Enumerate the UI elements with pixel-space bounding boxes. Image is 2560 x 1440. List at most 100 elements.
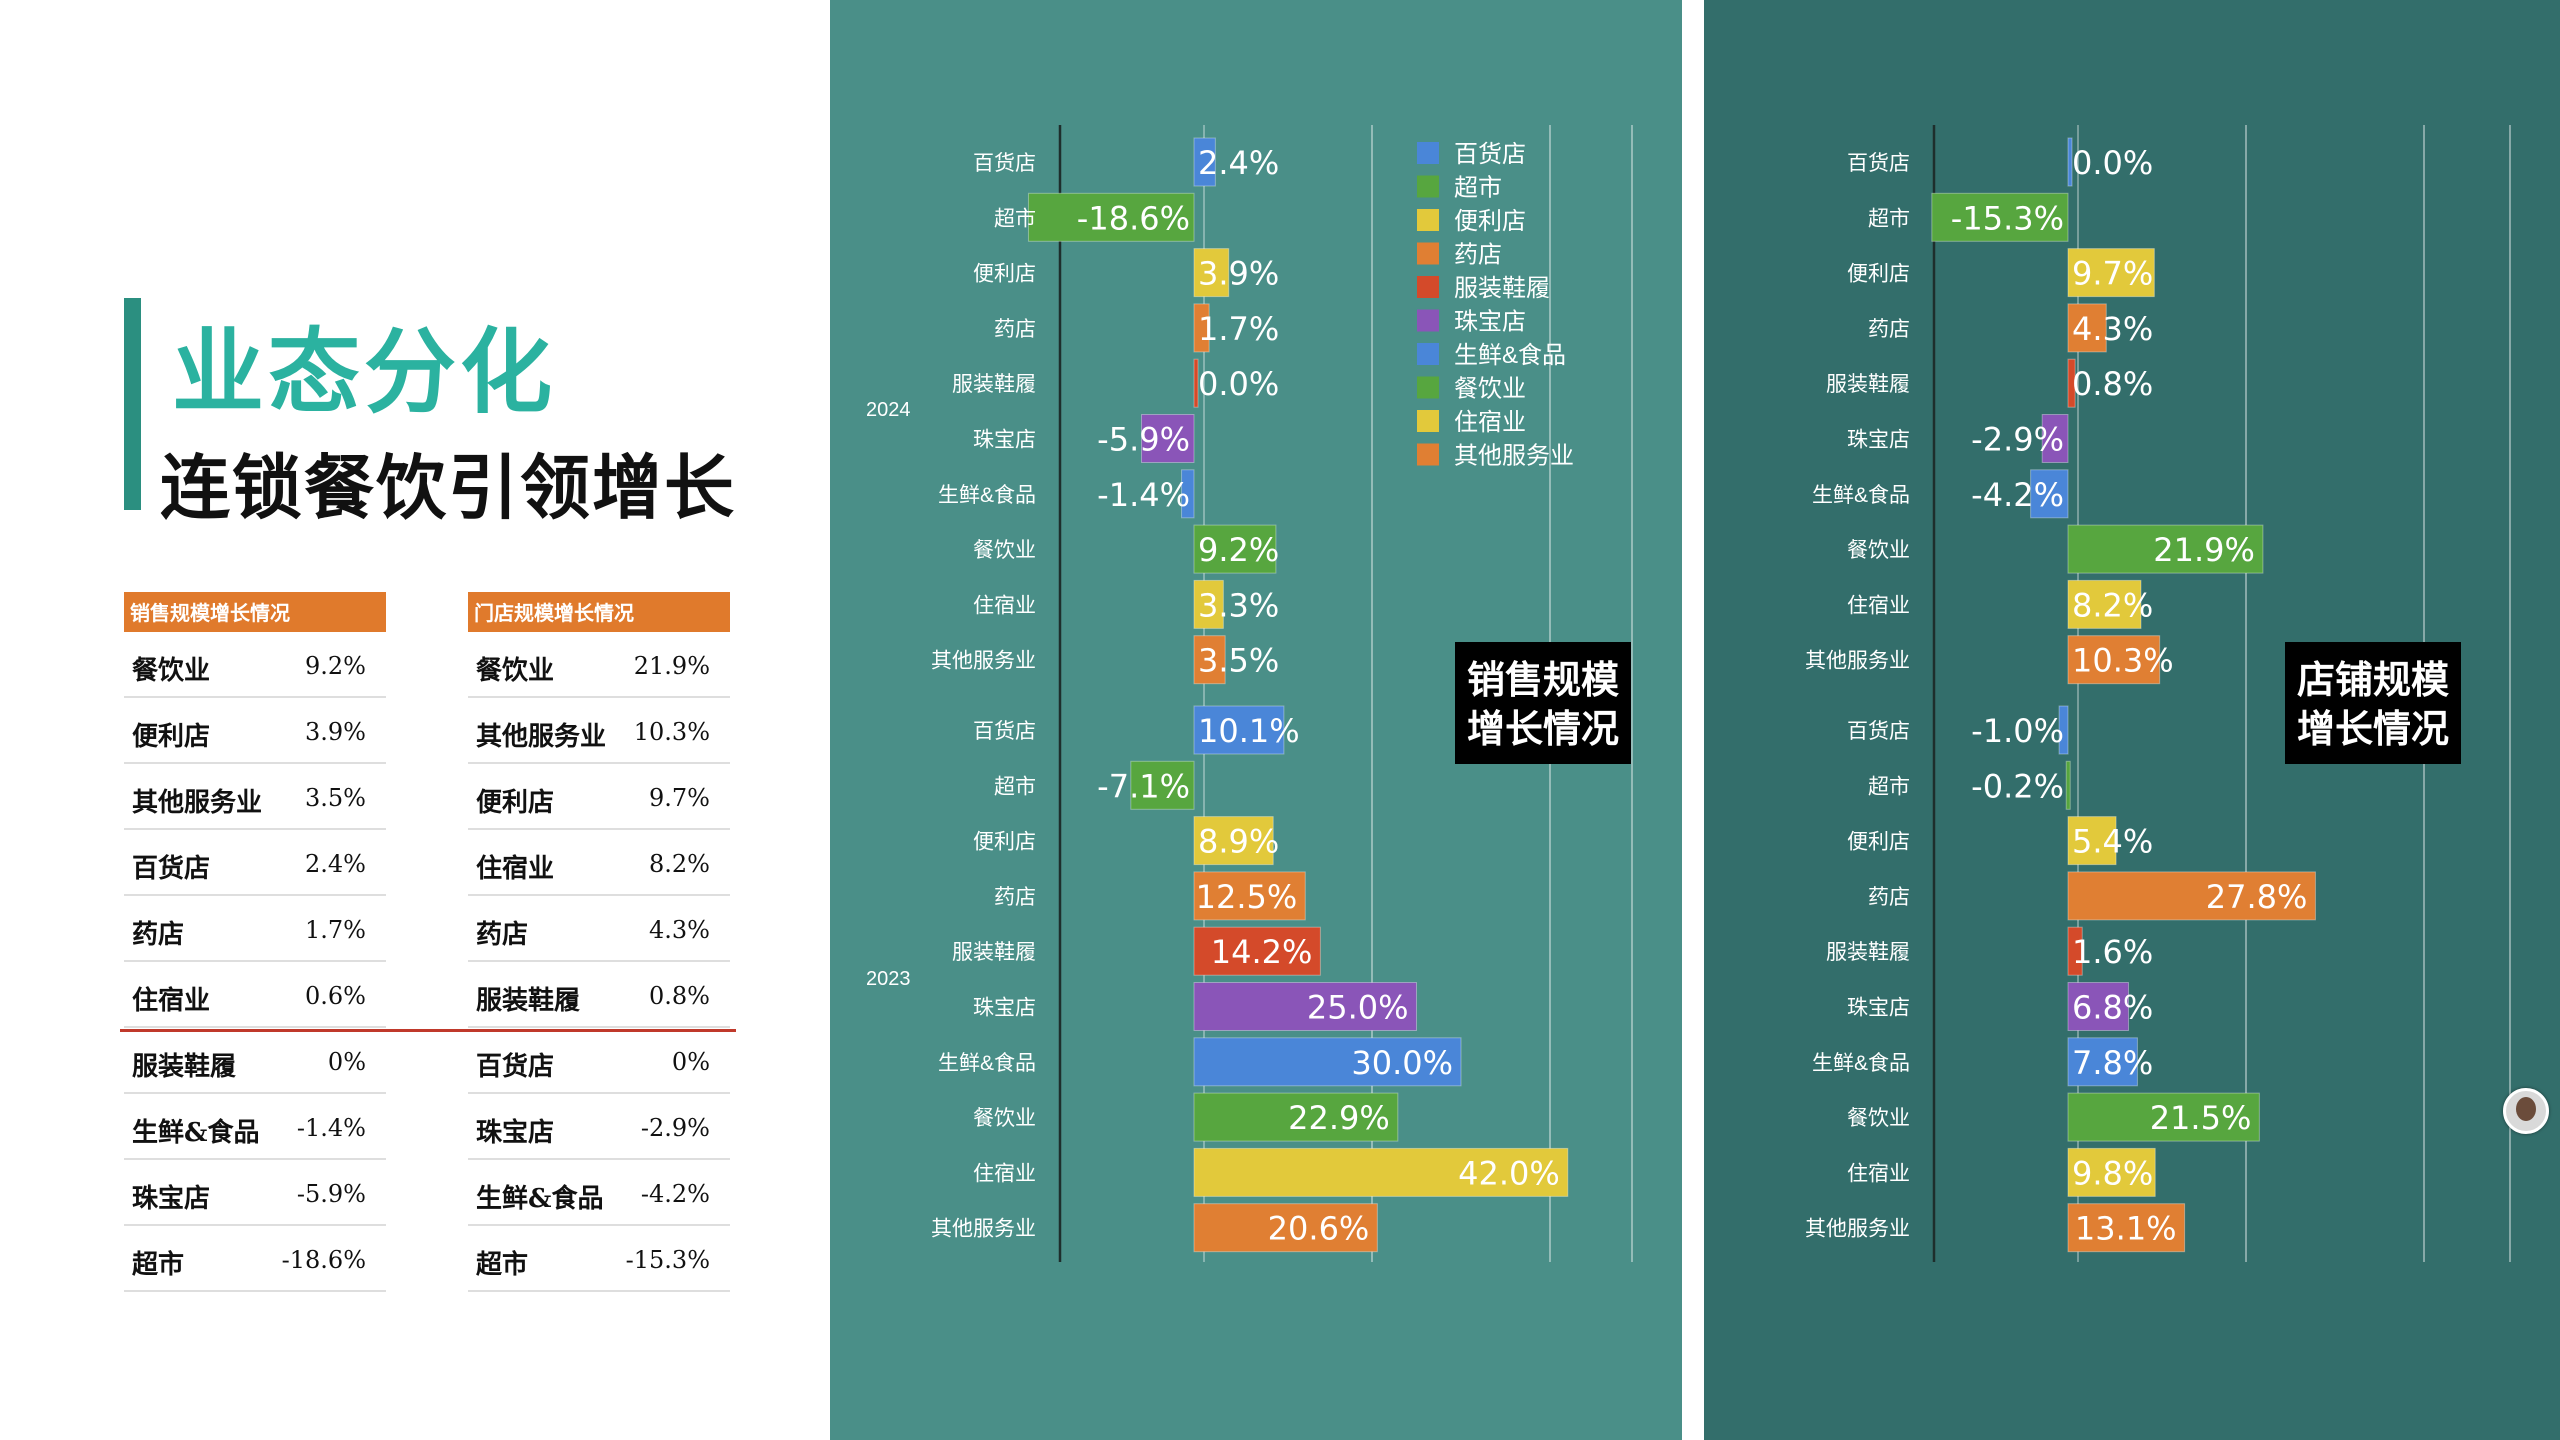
legend-swatch	[1417, 242, 1439, 265]
bar	[1193, 871, 1306, 921]
row-value: 1.7%	[305, 916, 366, 944]
legend-swatch	[1417, 209, 1439, 231]
table-row: 药店 1.7%	[124, 896, 386, 962]
data-label: 5.4%	[2072, 823, 2153, 861]
bar	[1931, 192, 2069, 242]
row-category: 超市	[132, 1250, 185, 1280]
bar	[2067, 926, 2083, 976]
data-label: 4.3%	[2072, 310, 2153, 348]
category-label: 百货店	[973, 720, 1036, 743]
category-label: 珠宝店	[973, 997, 1036, 1020]
legend-label: 便利店	[1454, 208, 1526, 235]
data-label: 13.1%	[2075, 1210, 2177, 1248]
bar	[1130, 760, 1195, 810]
row-value: 3.5%	[305, 784, 366, 812]
category-label: 药店	[1868, 318, 1910, 341]
table-row: 超市 -15.3%	[468, 1226, 730, 1292]
row-category: 百货店	[476, 1052, 555, 1082]
row-value: -5.9%	[296, 1180, 366, 1208]
row-category: 药店	[476, 920, 529, 950]
category-label: 服装鞋履	[952, 373, 1036, 396]
data-label: 9.2%	[1198, 531, 1279, 569]
table-row: 服装鞋履 0%	[124, 1028, 386, 1094]
table-row: 超市 -18.6%	[124, 1226, 386, 1292]
category-label: 餐饮业	[1847, 1107, 1910, 1130]
bar	[1181, 469, 1195, 519]
category-label: 住宿业	[1847, 594, 1910, 617]
row-value: 10.3%	[633, 718, 710, 746]
legend-swatch	[1417, 443, 1439, 466]
divider-line	[120, 1029, 736, 1032]
bar	[2067, 1147, 2156, 1197]
bar	[1193, 635, 1226, 685]
table-row: 便利店 9.7%	[468, 764, 730, 830]
category-label: 珠宝店	[973, 429, 1036, 452]
bar	[1193, 524, 1277, 574]
legend-label: 药店	[1454, 242, 1502, 269]
table-row: 药店 4.3%	[468, 896, 730, 962]
bar	[2067, 1037, 2138, 1087]
category-label: 服装鞋履	[1826, 373, 1910, 396]
data-label: 0.8%	[2072, 365, 2153, 403]
data-label: 1.6%	[2072, 933, 2153, 971]
category-label: 其他服务业	[1805, 650, 1910, 673]
chart-label-box	[1455, 642, 1631, 764]
row-category: 餐饮业	[132, 656, 211, 686]
category-label: 生鲜&食品	[938, 1052, 1036, 1075]
data-label: 25.0%	[1307, 989, 1409, 1027]
data-label: 22.9%	[1288, 1099, 1390, 1137]
row-category: 服装鞋履	[132, 1052, 237, 1082]
row-category: 住宿业	[476, 854, 555, 884]
row-value: -4.2%	[640, 1180, 710, 1208]
category-label: 餐饮业	[973, 539, 1036, 562]
sales-chart-panel: 2024 百货店 2.4% 超市 -18.6% 便利店 3.9% 药店 1.7% 服装鞋履 0.0%…	[830, 0, 1682, 1440]
presenter-avatar[interactable]	[2503, 1088, 2549, 1134]
page-title: 业态分化	[172, 318, 557, 426]
bar	[1193, 358, 1199, 408]
store-growth-chart: 百货店 0.0% 超市 -15.3% 便利店 9.7% 药店 4.3% 服装鞋履 0.8% 珠宝店 -…	[1704, 0, 2560, 1440]
category-label: 超市	[1868, 775, 1910, 798]
data-label: 8.9%	[1198, 823, 1279, 861]
data-label: -1.0%	[1971, 712, 2064, 750]
category-label: 药店	[1868, 886, 1910, 909]
data-label: 3.5%	[1198, 642, 1279, 680]
row-value: -15.3%	[625, 1246, 710, 1274]
row-category: 生鲜&食品	[132, 1118, 260, 1148]
row-value: 4.3%	[649, 916, 710, 944]
data-label: 3.3%	[1198, 586, 1279, 624]
bar	[1193, 1037, 1462, 1087]
bar	[2067, 1203, 2186, 1253]
bar	[2067, 137, 2073, 187]
category-label: 其他服务业	[1805, 1218, 1910, 1241]
bar	[1027, 192, 1195, 242]
bar	[2067, 635, 2161, 685]
table-row: 珠宝店 -2.9%	[468, 1094, 730, 1160]
category-label: 生鲜&食品	[1812, 484, 1910, 507]
data-label: -5.9%	[1097, 421, 1190, 459]
data-label: 10.1%	[1198, 712, 1300, 750]
bar	[2030, 469, 2069, 519]
category-label: 其他服务业	[931, 650, 1036, 673]
legend-swatch	[1417, 309, 1439, 332]
row-value: -2.9%	[640, 1114, 710, 1142]
table-row: 百货店 0%	[468, 1028, 730, 1094]
legend-label: 超市	[1454, 175, 1502, 202]
category-label: 餐饮业	[973, 1107, 1036, 1130]
data-label: -1.4%	[1097, 476, 1190, 514]
data-label: -15.3%	[1951, 199, 2064, 237]
row-category: 便利店	[132, 722, 211, 752]
sales-growth-table: 销售规模增长情况 餐饮业 9.2% 便利店 3.9% 其他服务业 3.5% 百货店 2.4% 药…	[124, 592, 386, 1292]
row-value: 21.9%	[633, 652, 710, 680]
bar	[2065, 760, 2071, 810]
bar	[1193, 926, 1321, 976]
data-label: 0.0%	[1198, 365, 1279, 403]
data-label: -2.9%	[1971, 421, 2064, 459]
category-label: 药店	[994, 318, 1036, 341]
bar	[2067, 982, 2130, 1031]
data-label: 10.3%	[2072, 642, 2174, 680]
chart-label-line: 增长情况	[2297, 707, 2449, 751]
category-label: 超市	[994, 775, 1036, 798]
bar	[1193, 303, 1210, 353]
table-row: 住宿业 8.2%	[468, 830, 730, 896]
row-category: 住宿业	[132, 986, 211, 1016]
